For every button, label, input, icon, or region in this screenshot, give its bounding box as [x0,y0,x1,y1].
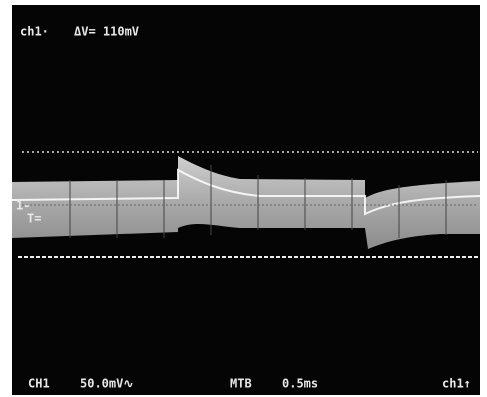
footer-timebase-label: MTB [230,377,252,391]
footer-channel: CH1 [28,377,50,391]
channel-label: ch1· [20,25,49,39]
footer-trigger-source: ch1↑ [442,377,471,391]
footer-scale: 50.0mV∿ [80,377,133,391]
oscilloscope-screen: ch1· ΔV= 110mV 1- T= CH1 50.0mV∿ MTB 0.5… [0,0,487,397]
page: {"readout": {"channel": "ch1·", "delta":… [0,0,487,397]
level-marker: 1- [16,199,30,213]
delta-readout: ΔV= 110mV [74,25,139,39]
trigger-marker: T= [27,212,41,226]
footer-timebase: 0.5ms [282,377,318,391]
